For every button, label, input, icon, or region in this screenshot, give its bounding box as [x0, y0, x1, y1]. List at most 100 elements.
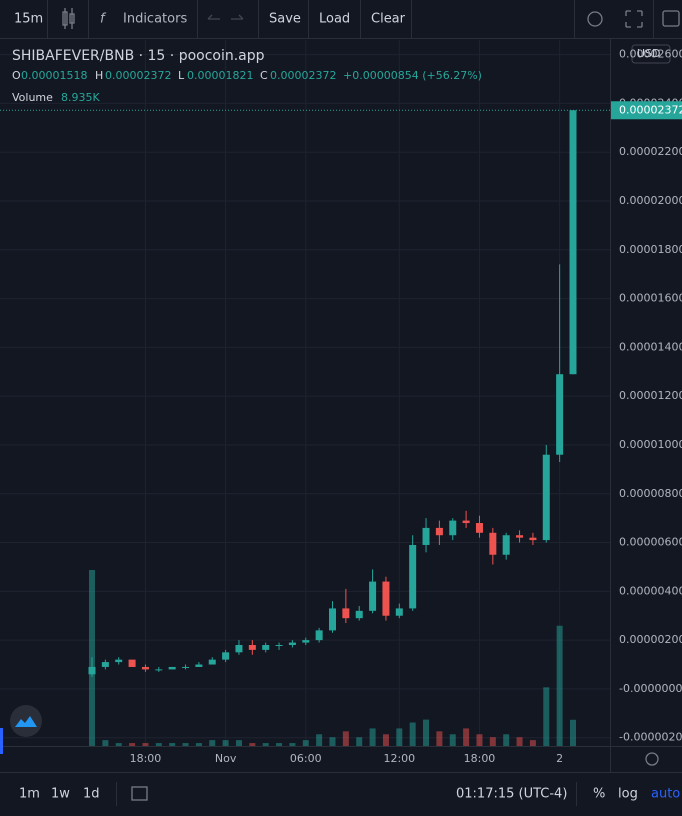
volume-bar	[329, 737, 336, 746]
dropdown-box[interactable]	[631, 44, 671, 64]
date-range-icon[interactable]	[131, 786, 148, 801]
x-tick-label: 18:00	[464, 752, 496, 765]
axis-settings-icon[interactable]	[645, 752, 659, 766]
legend: SHIBAFEVER/BNB · 15 · poocoin.app O 0.00…	[12, 48, 482, 104]
y-tick-label: 0.00000800	[619, 487, 682, 500]
candle-body	[409, 544, 417, 609]
candle-body	[275, 645, 283, 647]
candle-body	[262, 645, 270, 650]
candle-body	[208, 659, 216, 665]
load-button[interactable]: Load	[319, 12, 350, 27]
volume-label: Volume	[12, 91, 53, 104]
candle-body	[435, 527, 443, 536]
volume-bar	[423, 719, 430, 746]
candle-body	[101, 662, 109, 667]
candle-body	[369, 581, 377, 611]
volume-bar	[449, 734, 456, 746]
candle-body	[235, 645, 243, 653]
ohlc-label: H	[95, 69, 103, 82]
candle-body	[395, 608, 403, 616]
currency-dropdown[interactable]: USD	[631, 44, 671, 64]
candle-body	[155, 669, 163, 671]
candle-body	[302, 640, 310, 643]
candle-body	[475, 523, 483, 533]
snapshot-icon[interactable]	[662, 10, 680, 27]
side-marker	[0, 728, 3, 754]
volume-bar	[155, 743, 162, 746]
y-tick-label: 0.00002000	[619, 194, 682, 207]
candle-body	[222, 652, 230, 660]
candle-body	[168, 666, 176, 670]
range-button[interactable]: 1w	[51, 787, 70, 802]
candle-body	[342, 608, 350, 619]
symbol-title: SHIBAFEVER/BNB · 15 · poocoin.app	[12, 48, 265, 64]
y-tick-label: 0.00001600	[619, 292, 682, 305]
range-button[interactable]: 1m	[19, 787, 40, 802]
ohlc-value: 0.00002372	[105, 69, 171, 82]
y-tick-label: 0.00001400	[619, 340, 682, 353]
currency-label[interactable]: USD	[637, 47, 661, 60]
volume-bar	[262, 743, 269, 746]
candle-type-icon[interactable]	[62, 8, 75, 29]
volume-bar	[489, 737, 496, 746]
volume-bar	[316, 734, 323, 746]
volume-bar	[436, 731, 443, 746]
volume-bar	[182, 743, 189, 746]
candle-body	[141, 666, 149, 670]
indicators-button[interactable]: Indicators	[123, 12, 187, 27]
x-tick-label: Nov	[215, 752, 237, 765]
candle-body	[502, 535, 510, 555]
y-tick-label: 0.00000600	[619, 536, 682, 549]
fx-icon[interactable]: f	[100, 12, 107, 27]
plot	[0, 109, 610, 746]
volume-bar	[369, 728, 376, 746]
last-price-tag	[611, 101, 682, 120]
candle-body	[182, 666, 190, 668]
volume-bar	[476, 734, 483, 746]
ohlc-value: 0.00001518	[21, 69, 87, 82]
percent-button[interactable]: %	[593, 787, 605, 802]
y-tick-label: 0.00001000	[619, 438, 682, 451]
volume-value: 8.935K	[61, 91, 100, 104]
interval-button[interactable]: 15m	[14, 12, 43, 27]
candle-body	[382, 581, 390, 616]
volume-bar	[276, 743, 283, 746]
volume-bar	[543, 687, 550, 746]
candle-body	[88, 666, 96, 675]
candle-body	[449, 520, 457, 536]
candle-body	[422, 527, 430, 545]
fullscreen-icon[interactable]	[625, 10, 643, 28]
volume-bar	[129, 743, 136, 746]
candle-body	[542, 454, 550, 541]
candle-body	[248, 645, 256, 650]
y-tick-label: -0.00000200	[619, 731, 682, 744]
last-price-label: 0.00002372	[619, 103, 682, 116]
candle-body	[489, 532, 497, 555]
ohlc-label: C	[260, 69, 268, 82]
volume-bar	[302, 740, 309, 746]
clear-button[interactable]: Clear	[371, 12, 406, 27]
candle-body	[329, 608, 336, 631]
x-tick-label: 12:00	[383, 752, 415, 765]
candle-body	[288, 642, 296, 646]
candle-body	[516, 535, 524, 538]
logo[interactable]	[10, 705, 42, 737]
volume-bar	[115, 743, 122, 746]
range-button[interactable]: 1d	[83, 787, 100, 802]
auto-button[interactable]: auto	[651, 787, 680, 802]
save-button[interactable]: Save	[269, 12, 301, 27]
volume-bar	[356, 737, 363, 746]
y-tick-label: 0.00002200	[619, 145, 682, 158]
settings-icon[interactable]	[587, 11, 603, 27]
candle-body	[315, 630, 323, 641]
log-button[interactable]: log	[618, 787, 638, 802]
candle-body	[355, 610, 363, 619]
undo-redo-icons[interactable]	[207, 14, 244, 20]
candle-body	[569, 110, 577, 375]
change-value: +0.00000854 (+56.27%)	[343, 69, 482, 82]
y-tick-label: 0.00002600	[619, 48, 682, 61]
top-toolbar: 15m f Indicators Save Load Clear	[0, 0, 682, 39]
